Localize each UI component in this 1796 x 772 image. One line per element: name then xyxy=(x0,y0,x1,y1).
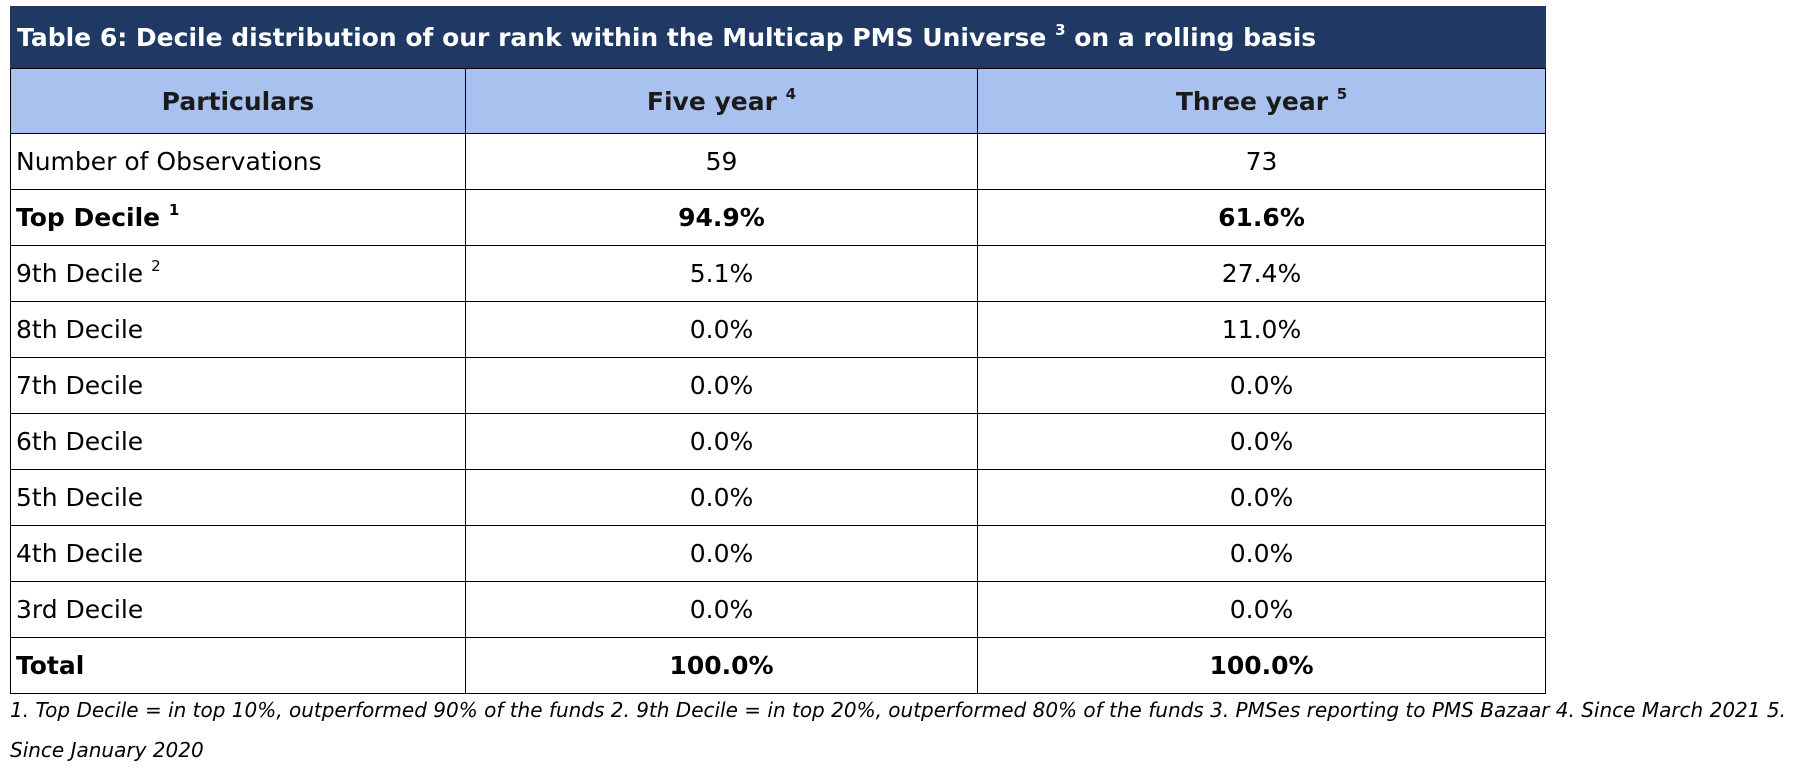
table-title-cell: Table 6: Decile distribution of our rank… xyxy=(9,6,1547,69)
column-header-three-year: Three year 5 xyxy=(976,68,1547,134)
column-header-five-year: Five year 4 xyxy=(465,68,978,134)
table-title-row: Table 6: Decile distribution of our rank… xyxy=(9,6,1547,69)
column-header-particulars: Particulars xyxy=(10,68,466,134)
row-label-cell: Number of Observations xyxy=(10,133,466,190)
five-year-value: 0.0% xyxy=(465,525,978,582)
row-label-cell: Top Decile 1 xyxy=(10,189,466,246)
decile-distribution-table: Table 6: Decile distribution of our rank… xyxy=(9,6,1547,694)
five-year-value: 0.0% xyxy=(465,301,978,358)
row-label: 4th Decile xyxy=(16,539,144,568)
row-label-cell: 4th Decile xyxy=(10,525,466,582)
row-label-cell: 7th Decile xyxy=(10,357,466,414)
five-year-value: 5.1% xyxy=(465,245,978,302)
three-year-value: 27.4% xyxy=(976,245,1547,302)
row-label: 5th Decile xyxy=(16,483,144,512)
table-row-total: Total 100.0% 100.0% xyxy=(10,637,1547,694)
three-year-value: 0.0% xyxy=(976,413,1547,470)
row-label-superscript: 1 xyxy=(168,201,180,219)
row-label-cell: 5th Decile xyxy=(10,469,466,526)
table-footnote: 1. Top Decile = in top 10%, outperformed… xyxy=(10,698,1786,762)
three-year-value: 11.0% xyxy=(976,301,1547,358)
table-title-superscript: 3 xyxy=(1055,21,1066,39)
five-year-value: 0.0% xyxy=(465,581,978,638)
five-year-value: 94.9% xyxy=(465,189,978,246)
table-row: 7th Decile 0.0% 0.0% xyxy=(10,357,1547,414)
row-label: Total xyxy=(16,651,85,680)
row-label-cell: 3rd Decile xyxy=(10,581,466,638)
row-label: 6th Decile xyxy=(16,427,144,456)
three-year-value: 0.0% xyxy=(976,581,1547,638)
row-label-superscript: 2 xyxy=(151,257,161,275)
five-year-value: 0.0% xyxy=(465,413,978,470)
table-header-row: Particulars Five year 4 Three year 5 xyxy=(10,68,1547,134)
table-title-suffix: on a rolling basis xyxy=(1074,23,1317,52)
row-label-cell: 9th Decile 2 xyxy=(10,245,466,302)
row-label: 3rd Decile xyxy=(16,595,144,624)
table-row: 3rd Decile 0.0% 0.0% xyxy=(10,581,1547,638)
table-body: Number of Observations 59 73 Top Decile … xyxy=(10,133,1547,694)
table-row: 4th Decile 0.0% 0.0% xyxy=(10,525,1547,582)
table-row: Number of Observations 59 73 xyxy=(10,133,1547,190)
three-year-value: 0.0% xyxy=(976,469,1547,526)
three-year-value: 100.0% xyxy=(976,637,1547,694)
three-year-value: 0.0% xyxy=(976,357,1547,414)
five-year-value: 0.0% xyxy=(465,469,978,526)
five-year-value: 0.0% xyxy=(465,357,978,414)
table-row: 8th Decile 0.0% 11.0% xyxy=(10,301,1547,358)
three-year-value: 0.0% xyxy=(976,525,1547,582)
five-year-value: 59 xyxy=(465,133,978,190)
row-label: 7th Decile xyxy=(16,371,144,400)
five-year-value: 100.0% xyxy=(465,637,978,694)
three-year-value: 61.6% xyxy=(976,189,1547,246)
row-label-cell: 6th Decile xyxy=(10,413,466,470)
table-row: 6th Decile 0.0% 0.0% xyxy=(10,413,1547,470)
three-year-value: 73 xyxy=(976,133,1547,190)
row-label-cell: Total xyxy=(10,637,466,694)
column-header-label: Five year xyxy=(646,86,777,116)
decile-table-container: Table 6: Decile distribution of our rank… xyxy=(9,6,1547,694)
table-row: Top Decile 1 94.9% 61.6% xyxy=(10,189,1547,246)
column-header-superscript: 4 xyxy=(785,84,797,103)
column-header-superscript: 5 xyxy=(1336,84,1348,103)
row-label: 8th Decile xyxy=(16,315,144,344)
table-row: 5th Decile 0.0% 0.0% xyxy=(10,469,1547,526)
column-header-label: Particulars xyxy=(161,86,315,116)
table-title: Table 6: Decile distribution of our rank… xyxy=(17,23,1047,52)
table-row: 9th Decile 2 5.1% 27.4% xyxy=(10,245,1547,302)
row-label: Top Decile xyxy=(16,203,161,232)
row-label: Number of Observations xyxy=(16,147,322,176)
column-header-label: Three year xyxy=(1175,86,1329,116)
row-label-cell: 8th Decile xyxy=(10,301,466,358)
row-label: 9th Decile xyxy=(16,259,144,288)
